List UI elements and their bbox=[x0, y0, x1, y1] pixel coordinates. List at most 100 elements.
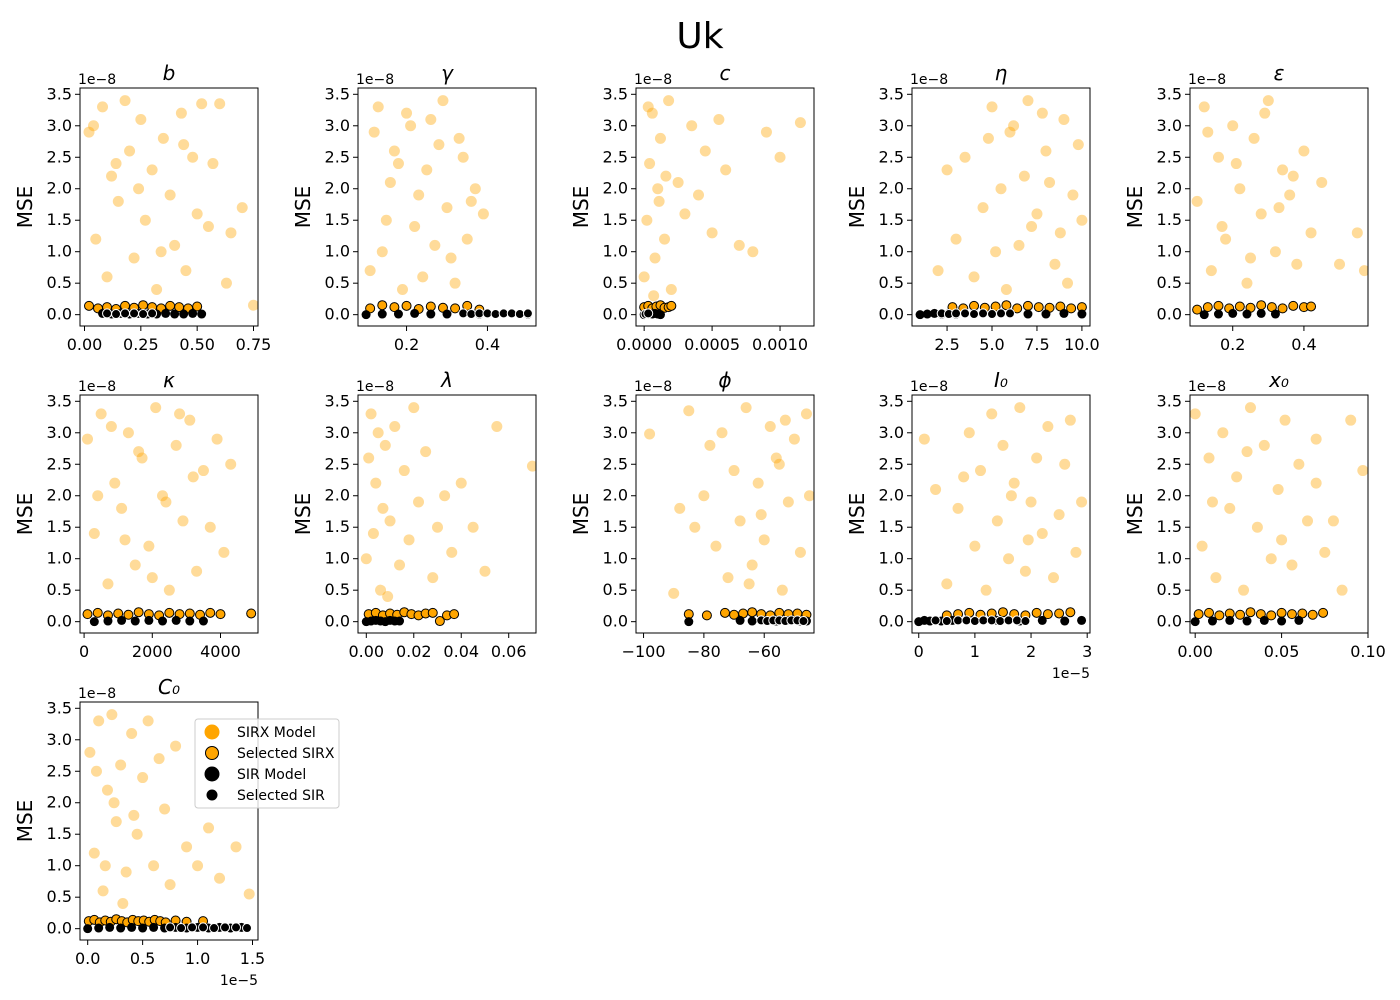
axes-frame bbox=[79, 394, 259, 634]
y-tick-label: 3.0 bbox=[1157, 423, 1182, 442]
axes-frame bbox=[357, 87, 537, 327]
y-tick-label: 0.0 bbox=[325, 305, 350, 324]
point-sirx bbox=[116, 502, 128, 514]
point-sel-sirx bbox=[1054, 608, 1065, 619]
subplot-7: ϕ 1e−8 MSE 0.0 0.5 1.0 1.5 2.0 2.5 3.0 3.5 −100 −80 −… bbox=[569, 368, 815, 661]
point-sirx bbox=[170, 740, 182, 752]
point-sirx bbox=[236, 202, 248, 214]
y-tick-label: 1.0 bbox=[47, 856, 72, 875]
point-sir bbox=[1225, 615, 1235, 625]
point-sirx bbox=[689, 521, 701, 533]
point-sirx bbox=[1076, 496, 1088, 508]
point-sel-sirx bbox=[1286, 609, 1297, 620]
point-sirx bbox=[660, 170, 672, 182]
point-sirx bbox=[1000, 283, 1012, 295]
point-sirx bbox=[143, 540, 155, 552]
point-sirx bbox=[192, 860, 204, 872]
y-tick-label: 1.0 bbox=[879, 549, 904, 568]
subplot-2: c 1e−8 MSE 0.0 0.5 1.0 1.5 2.0 2.5 3.0 3.5 0.0000 0.… bbox=[569, 61, 815, 354]
y-tick-label: 3.5 bbox=[879, 391, 904, 410]
point-sirx bbox=[683, 405, 695, 417]
point-sel-sirx bbox=[84, 300, 95, 311]
y-tick-label: 1.0 bbox=[603, 242, 628, 261]
point-sirx bbox=[1072, 139, 1084, 151]
point-sel-sirx bbox=[1307, 609, 1318, 620]
point-sirx bbox=[180, 265, 192, 277]
point-sel-sirx bbox=[1204, 607, 1215, 618]
y-tick-label: 2.0 bbox=[1157, 486, 1182, 505]
y-axis-label: MSE bbox=[569, 186, 593, 229]
subplot-0: b 1e−8 MSE 0.0 0.5 1.0 1.5 2.0 2.5 3.0 3.5 0.00 0.25… bbox=[13, 61, 271, 354]
point-sel-sir bbox=[1003, 615, 1014, 626]
point-sirx bbox=[491, 420, 503, 432]
point-sirx bbox=[1357, 465, 1368, 477]
point-sirx bbox=[360, 553, 372, 565]
y-tick-label: 3.0 bbox=[47, 423, 72, 442]
axes-frame bbox=[911, 394, 1091, 634]
point-sirx bbox=[95, 408, 107, 420]
axes-frame bbox=[1189, 394, 1369, 634]
y-exponent-label: 1e−8 bbox=[78, 72, 116, 88]
y-tick-label: 0.5 bbox=[603, 273, 628, 292]
point-sirx bbox=[1230, 158, 1242, 170]
point-sirx bbox=[668, 587, 680, 599]
point-sirx bbox=[986, 101, 998, 113]
point-sirx bbox=[449, 277, 461, 289]
axes-frame bbox=[79, 87, 259, 327]
point-sirx bbox=[112, 195, 124, 207]
subplot-title: b bbox=[163, 61, 176, 85]
point-sirx bbox=[653, 195, 665, 207]
point-sirx bbox=[389, 420, 401, 432]
subplot-title: ϕ bbox=[718, 368, 731, 392]
point-sirx bbox=[398, 465, 410, 477]
point-sirx bbox=[704, 439, 716, 451]
point-sirx bbox=[1013, 239, 1025, 251]
point-sirx bbox=[88, 847, 100, 859]
point-sirx bbox=[752, 477, 764, 489]
point-sirx bbox=[155, 246, 167, 258]
point-sirx bbox=[99, 860, 111, 872]
point-sirx bbox=[1220, 233, 1232, 245]
point-sirx bbox=[119, 95, 131, 107]
point-sirx bbox=[84, 746, 96, 758]
point-sirx bbox=[433, 139, 445, 151]
point-sirx bbox=[1205, 265, 1217, 277]
point-sirx bbox=[197, 465, 209, 477]
scatter-points bbox=[914, 402, 1088, 627]
point-sirx bbox=[1358, 265, 1368, 277]
point-sirx bbox=[368, 126, 380, 138]
point-sirx bbox=[918, 433, 930, 445]
point-sir bbox=[361, 310, 371, 320]
point-sirx bbox=[465, 195, 477, 207]
point-sirx bbox=[437, 95, 449, 107]
scatter-points bbox=[644, 402, 814, 627]
y-axis-label: MSE bbox=[1123, 186, 1147, 229]
y-axis-label: MSE bbox=[291, 493, 315, 536]
point-sirx bbox=[1269, 246, 1281, 258]
legend-label: Selected SIRX bbox=[237, 746, 335, 762]
point-sirx bbox=[230, 841, 242, 853]
y-tick-label: 3.5 bbox=[47, 84, 72, 103]
point-sirx bbox=[409, 221, 421, 233]
point-sel-sirx bbox=[165, 300, 176, 311]
point-sel-sirx bbox=[133, 607, 144, 618]
scatter-points bbox=[360, 402, 536, 627]
point-sirx bbox=[747, 246, 759, 258]
point-sel-sir bbox=[242, 923, 253, 934]
point-sirx bbox=[995, 183, 1007, 195]
point-sirx bbox=[991, 515, 1003, 527]
subplot-title: x₀ bbox=[1268, 368, 1289, 392]
y-tick-label: 0.0 bbox=[47, 305, 72, 324]
point-sirx bbox=[968, 271, 980, 283]
point-sirx bbox=[1291, 258, 1303, 270]
y-tick-label: 2.5 bbox=[47, 761, 72, 780]
y-axis-label: MSE bbox=[845, 493, 869, 536]
point-sirx bbox=[1336, 584, 1348, 596]
y-tick-label: 1.0 bbox=[1157, 242, 1182, 261]
y-tick-label: 3.5 bbox=[47, 698, 72, 717]
point-sirx bbox=[1049, 258, 1061, 270]
y-exponent-label: 1e−8 bbox=[356, 72, 394, 88]
point-sirx bbox=[370, 477, 382, 489]
point-sirx bbox=[1018, 170, 1030, 182]
point-sirx bbox=[1244, 402, 1256, 414]
